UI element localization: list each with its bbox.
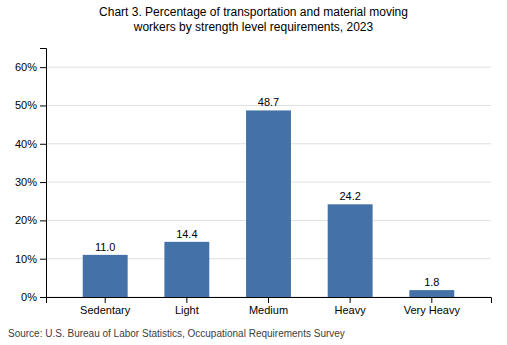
x-tick: Sedentary <box>80 297 131 316</box>
data-label: 14.4 <box>176 228 197 240</box>
source: Source: U.S. Bureau of Labor Statistics,… <box>8 328 345 339</box>
grid-line <box>46 67 491 68</box>
title-line: Chart 3. Percentage of transportation an… <box>99 5 408 19</box>
bar <box>409 290 454 297</box>
grid <box>46 67 491 297</box>
data-label: 1.8 <box>424 276 439 288</box>
data-label: 48.7 <box>258 96 279 108</box>
x-tick-label: Very Heavy <box>404 304 461 316</box>
x-tick-mark <box>350 297 351 303</box>
y-tick-mark <box>40 220 46 221</box>
x-tick-label: Heavy <box>335 304 367 316</box>
data-labels: 11.0 14.4 48.7 24.2 1.8 <box>95 96 440 288</box>
x-tick-mark <box>268 297 269 303</box>
y-tick: 30% <box>15 176 46 188</box>
x-tick-mark <box>431 297 432 303</box>
x-tick: Heavy <box>335 297 367 316</box>
bar <box>246 110 291 297</box>
x-axis-line <box>47 298 492 304</box>
y-tick-mark <box>40 67 46 68</box>
plot: 11.0 14.4 48.7 24.2 1.8 0% 10% 20% 30% 40% 50% 60% S… <box>15 49 492 316</box>
y-tick-label: 60% <box>15 61 37 73</box>
y-tick: 0% <box>21 291 46 303</box>
x-tick-label: Light <box>175 304 199 316</box>
y-tick-mark <box>40 105 46 106</box>
y-tick-label: 20% <box>15 214 37 226</box>
y-tick: 10% <box>15 253 46 265</box>
x-axis: Sedentary Light Medium Heavy Very Heavy <box>47 297 492 316</box>
y-tick-mark <box>40 144 46 145</box>
bar <box>164 242 209 297</box>
y-axis-line <box>40 49 47 298</box>
data-label: 11.0 <box>95 241 116 253</box>
y-tick-mark <box>40 297 46 298</box>
data-label: 24.2 <box>339 190 360 202</box>
x-tick-label: Sedentary <box>80 304 131 316</box>
y-tick-mark <box>40 259 46 260</box>
y-tick-label: 40% <box>15 138 37 150</box>
chart: Chart 3. Percentage of transportation an… <box>0 0 507 345</box>
bar <box>328 204 373 297</box>
title: Chart 3. Percentage of transportation an… <box>99 5 408 34</box>
y-tick: 50% <box>15 99 46 111</box>
y-tick: 60% <box>15 61 46 73</box>
y-tick-label: 0% <box>21 291 37 303</box>
y-tick: 40% <box>15 138 46 150</box>
bars <box>83 110 455 297</box>
y-tick-label: 10% <box>15 253 37 265</box>
y-tick-label: 30% <box>15 176 37 188</box>
y-tick-label: 50% <box>15 99 37 111</box>
x-tick: Medium <box>249 297 288 316</box>
x-tick: Very Heavy <box>404 297 461 316</box>
y-tick-mark <box>40 182 46 183</box>
bar <box>83 255 128 297</box>
x-tick: Light <box>175 297 199 316</box>
y-axis: 0% 10% 20% 30% 40% 50% 60% <box>15 49 47 304</box>
y-tick: 20% <box>15 214 46 226</box>
x-tick-mark <box>186 297 187 303</box>
x-tick-mark <box>105 297 106 303</box>
title-line: workers by strength level requirements, … <box>133 20 374 34</box>
x-tick-label: Medium <box>249 304 288 316</box>
